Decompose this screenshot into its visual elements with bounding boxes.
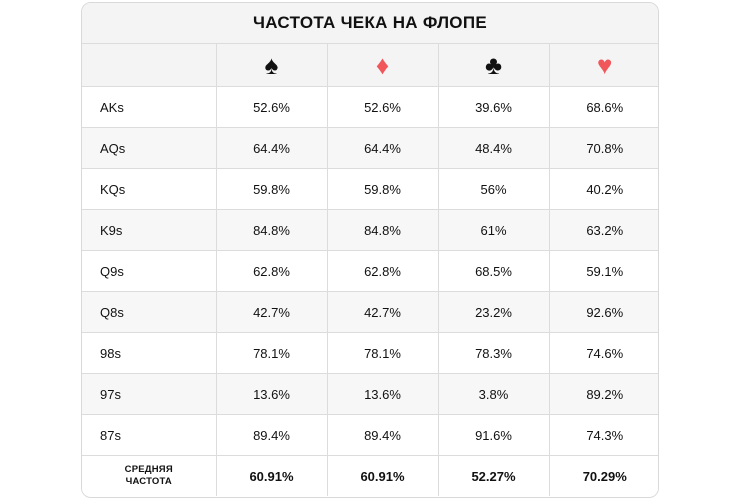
hand-label: Q9s [82, 250, 217, 292]
table-row: K9s 84.8% 84.8% 61% 63.2% [82, 209, 658, 251]
value-cell-diamond: 64.4% [327, 127, 439, 169]
value-cell-diamond: 42.7% [327, 291, 439, 333]
table-row: Q9s 62.8% 62.8% 68.5% 59.1% [82, 250, 658, 292]
average-label: СРЕДНЯЯ ЧАСТОТА [82, 455, 217, 496]
average-value-spade: 60.91% [216, 455, 328, 496]
value-cell-club: 48.4% [438, 127, 550, 169]
value-cell-heart: 63.2% [549, 209, 658, 251]
average-row: СРЕДНЯЯ ЧАСТОТА 60.91% 60.91% 52.27% 70.29% [82, 455, 658, 496]
value-cell-club: 78.3% [438, 332, 550, 374]
table-body: AKs 52.6% 52.6% 39.6% 68.6% AQs 64.4% 64.4% 48.4… [82, 86, 658, 496]
hand-label: 97s [82, 373, 217, 415]
average-value-heart: 70.29% [549, 455, 658, 496]
value-cell-diamond: 62.8% [327, 250, 439, 292]
value-cell-diamond: 89.4% [327, 414, 439, 456]
hand-label: AQs [82, 127, 217, 169]
header-row: ♠ ♦ ♣ ♥ [82, 44, 658, 87]
header-heart: ♥ [549, 44, 658, 87]
table-title: ЧАСТОТА ЧЕКА НА ФЛОПЕ [82, 3, 658, 44]
check-frequency-table-card: ЧАСТОТА ЧЕКА НА ФЛОПЕ ♠ ♦ ♣ ♥ AKs 52.6% 52… [81, 2, 659, 498]
value-cell-diamond: 13.6% [327, 373, 439, 415]
table-row: 98s 78.1% 78.1% 78.3% 74.6% [82, 332, 658, 374]
table-row: AQs 64.4% 64.4% 48.4% 70.8% [82, 127, 658, 169]
value-cell-club: 3.8% [438, 373, 550, 415]
hand-label: AKs [82, 86, 217, 128]
value-cell-spade: 13.6% [216, 373, 328, 415]
hand-label: KQs [82, 168, 217, 210]
hand-label: 87s [82, 414, 217, 456]
header-spade: ♠ [216, 44, 328, 87]
value-cell-diamond: 78.1% [327, 332, 439, 374]
value-cell-club: 91.6% [438, 414, 550, 456]
value-cell-club: 39.6% [438, 86, 550, 128]
check-frequency-table: ♠ ♦ ♣ ♥ AKs 52.6% 52.6% 39.6% 68.6% AQs 64.4% 6… [82, 44, 658, 496]
value-cell-spade: 59.8% [216, 168, 328, 210]
value-cell-club: 23.2% [438, 291, 550, 333]
average-value-diamond: 60.91% [327, 455, 439, 496]
value-cell-spade: 89.4% [216, 414, 328, 456]
club-icon: ♣ [484, 50, 503, 80]
value-cell-diamond: 52.6% [327, 86, 439, 128]
value-cell-spade: 78.1% [216, 332, 328, 374]
value-cell-heart: 68.6% [549, 86, 658, 128]
header-diamond: ♦ [327, 44, 439, 87]
average-label-line1: СРЕДНЯЯ [124, 464, 173, 475]
average-value-club: 52.27% [438, 455, 550, 496]
value-cell-heart: 92.6% [549, 291, 658, 333]
value-cell-club: 68.5% [438, 250, 550, 292]
value-cell-spade: 42.7% [216, 291, 328, 333]
table-row: AKs 52.6% 52.6% 39.6% 68.6% [82, 86, 658, 128]
value-cell-heart: 70.8% [549, 127, 658, 169]
table-row: 87s 89.4% 89.4% 91.6% 74.3% [82, 414, 658, 456]
value-cell-diamond: 59.8% [327, 168, 439, 210]
table-row: 97s 13.6% 13.6% 3.8% 89.2% [82, 373, 658, 415]
header-club: ♣ [438, 44, 550, 87]
heart-icon: ♥ [597, 50, 613, 80]
value-cell-heart: 74.3% [549, 414, 658, 456]
table-row: KQs 59.8% 59.8% 56% 40.2% [82, 168, 658, 210]
diamond-icon: ♦ [375, 50, 390, 80]
value-cell-heart: 74.6% [549, 332, 658, 374]
value-cell-heart: 89.2% [549, 373, 658, 415]
value-cell-heart: 40.2% [549, 168, 658, 210]
hand-label: K9s [82, 209, 217, 251]
value-cell-club: 61% [438, 209, 550, 251]
value-cell-spade: 84.8% [216, 209, 328, 251]
value-cell-club: 56% [438, 168, 550, 210]
hand-label: 98s [82, 332, 217, 374]
value-cell-spade: 52.6% [216, 86, 328, 128]
table-row: Q8s 42.7% 42.7% 23.2% 92.6% [82, 291, 658, 333]
value-cell-diamond: 84.8% [327, 209, 439, 251]
average-label-line2: ЧАСТОТА [125, 476, 172, 487]
hand-label: Q8s [82, 291, 217, 333]
header-empty-cell [82, 44, 217, 87]
value-cell-spade: 62.8% [216, 250, 328, 292]
spade-icon: ♠ [264, 50, 279, 80]
value-cell-spade: 64.4% [216, 127, 328, 169]
value-cell-heart: 59.1% [549, 250, 658, 292]
